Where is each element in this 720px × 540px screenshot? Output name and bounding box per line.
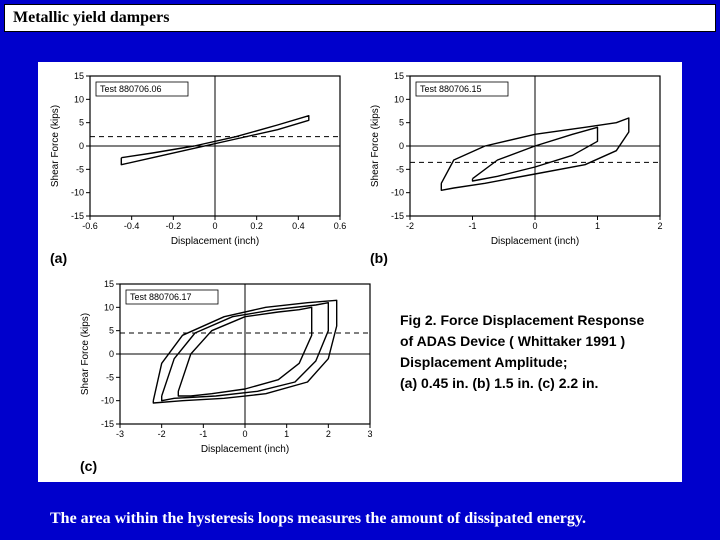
svg-text:Shear Force (kips): Shear Force (kips) <box>370 105 381 187</box>
svg-text:-15: -15 <box>391 211 404 221</box>
svg-text:2: 2 <box>326 429 331 439</box>
svg-text:-5: -5 <box>106 372 114 382</box>
caption-line-3: Displacement Amplitude; <box>400 352 670 373</box>
panel-label-b: (b) <box>370 250 388 266</box>
svg-text:-2: -2 <box>158 429 166 439</box>
svg-text:Displacement (inch): Displacement (inch) <box>171 236 259 247</box>
svg-text:2: 2 <box>657 221 662 231</box>
footer-text: The area within the hysteresis loops mea… <box>50 510 690 528</box>
figure-area: -0.6-0.4-0.200.20.40.6-15-10-5051015Disp… <box>38 62 682 482</box>
svg-text:-3: -3 <box>116 429 124 439</box>
svg-text:0.6: 0.6 <box>334 221 347 231</box>
chart-b: -2-1012-15-10-5051015Displacement (inch)… <box>368 68 668 248</box>
svg-text:-1: -1 <box>468 221 476 231</box>
svg-text:0: 0 <box>532 221 537 231</box>
svg-text:Shear Force (kips): Shear Force (kips) <box>80 313 91 395</box>
caption-line-4: (a) 0.45 in. (b) 1.5 in. (c) 2.2 in. <box>400 373 670 394</box>
svg-text:10: 10 <box>74 94 84 104</box>
svg-text:5: 5 <box>109 326 114 336</box>
svg-text:0: 0 <box>212 221 217 231</box>
svg-text:0: 0 <box>242 429 247 439</box>
svg-text:0: 0 <box>79 141 84 151</box>
svg-text:-15: -15 <box>101 419 114 429</box>
svg-text:-10: -10 <box>71 188 84 198</box>
svg-text:-5: -5 <box>76 164 84 174</box>
svg-text:0: 0 <box>109 349 114 359</box>
svg-text:-10: -10 <box>391 188 404 198</box>
svg-text:1: 1 <box>595 221 600 231</box>
svg-text:Test 880706.17: Test 880706.17 <box>130 292 192 302</box>
svg-text:Shear Force (kips): Shear Force (kips) <box>50 105 61 187</box>
chart-a: -0.6 -0.4 -0.2 0 0.2 0.4 0.6 -15 -10 -5 0 5 10 15 Disp… <box>48 68 348 248</box>
svg-text:-15: -15 <box>71 211 84 221</box>
svg-text:-5: -5 <box>396 164 404 174</box>
svg-text:15: 15 <box>74 71 84 81</box>
svg-text:10: 10 <box>394 94 404 104</box>
svg-text:5: 5 <box>79 118 84 128</box>
svg-text:Displacement (inch): Displacement (inch) <box>491 236 579 247</box>
svg-text:1: 1 <box>284 429 289 439</box>
svg-text:-10: -10 <box>101 396 114 406</box>
caption-line-2: of ADAS Device ( Whittaker 1991 ) <box>400 331 670 352</box>
chart-c: -3-2-10123-15-10-5051015Displacement (in… <box>78 276 378 456</box>
svg-text:Test 880706.06: Test 880706.06 <box>100 84 162 94</box>
svg-text:-0.2: -0.2 <box>166 221 182 231</box>
svg-text:0.4: 0.4 <box>292 221 305 231</box>
svg-text:Test 880706.15: Test 880706.15 <box>420 84 482 94</box>
panel-label-a: (a) <box>50 250 67 266</box>
panel-label-c: (c) <box>80 458 97 474</box>
svg-text:0.2: 0.2 <box>250 221 263 231</box>
svg-text:5: 5 <box>399 118 404 128</box>
page-title: Metallic yield dampers <box>13 9 169 26</box>
title-bar: Metallic yield dampers <box>4 4 716 32</box>
svg-text:3: 3 <box>367 429 372 439</box>
svg-text:-0.4: -0.4 <box>124 221 140 231</box>
svg-text:0: 0 <box>399 141 404 151</box>
svg-text:-0.6: -0.6 <box>82 221 98 231</box>
svg-text:-1: -1 <box>199 429 207 439</box>
svg-text:-2: -2 <box>406 221 414 231</box>
figure-caption: Fig 2. Force Displacement Response of AD… <box>400 310 670 394</box>
svg-text:Displacement (inch): Displacement (inch) <box>201 444 289 455</box>
svg-text:15: 15 <box>104 279 114 289</box>
svg-text:15: 15 <box>394 71 404 81</box>
svg-text:10: 10 <box>104 302 114 312</box>
caption-line-1: Fig 2. Force Displacement Response <box>400 310 670 331</box>
